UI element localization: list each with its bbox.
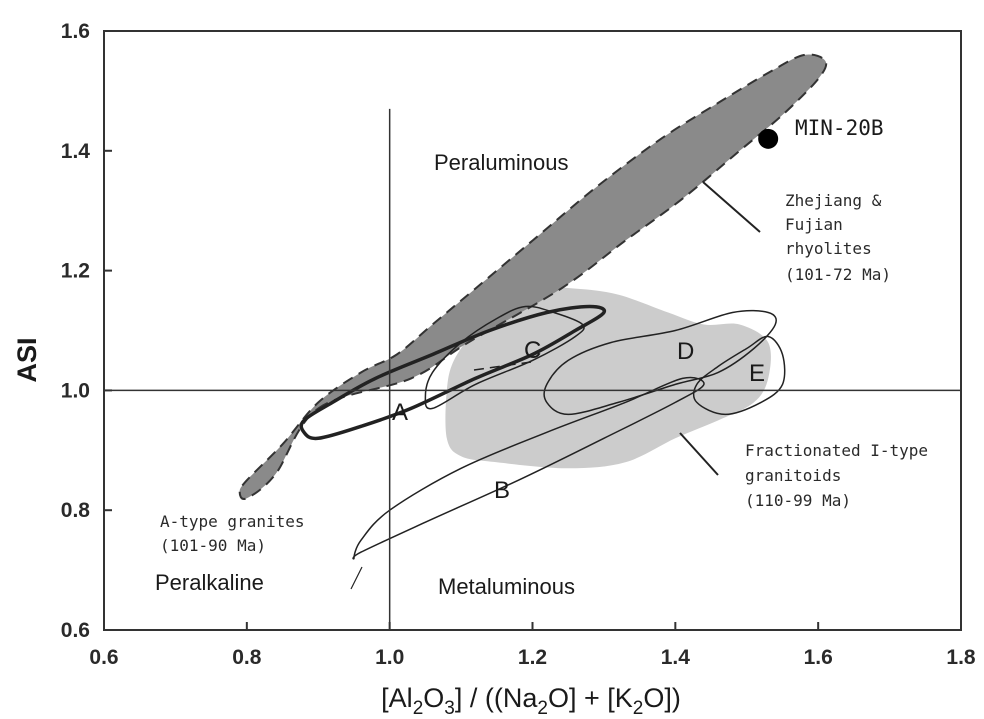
x-tick-label: 1.4: [661, 646, 691, 669]
a-type-note-line-2: (101-90 Ma): [160, 536, 266, 555]
field-c-label: C: [524, 337, 541, 364]
x-tick-label: 1.8: [946, 646, 976, 669]
y-tick-label: 1.4: [61, 140, 91, 163]
y-tick-label: 0.8: [61, 499, 91, 522]
granitoid-note-line-1: Fractionated I-type: [745, 441, 928, 460]
field-b-label: B: [494, 477, 510, 504]
sample-point-min-20b: [758, 128, 779, 149]
x-title-part: O] + [K: [548, 683, 633, 713]
y-tick-label: 1.6: [61, 20, 90, 43]
x-tick-label: 0.8: [232, 646, 262, 669]
y-axis-title: ASI: [12, 337, 42, 382]
rhyolite-note-line-2: Fujian: [785, 215, 843, 234]
x-tick-label: 1.6: [804, 646, 833, 669]
field-d-outline: [543, 309, 777, 416]
x-title-part: ] / ((Na: [455, 683, 538, 713]
shaded-field-granitoids: [445, 287, 771, 469]
min-20b-label: MIN-20B: [795, 116, 884, 140]
x-title-subscript: 2: [413, 698, 424, 719]
field-e-label: E: [749, 360, 765, 387]
field-a-label: A: [392, 399, 408, 426]
x-tick-label: 0.6: [89, 646, 118, 669]
x-title-subscript: 2: [537, 698, 548, 719]
field-c-dash: [473, 361, 532, 371]
peralkaline-label: Peralkaline: [155, 570, 264, 595]
y-tick-label: 1.2: [61, 260, 90, 283]
y-tick-label: 1.0: [61, 379, 90, 402]
x-tick-label: 1.2: [518, 646, 547, 669]
granitoid-note-line-3: (110-99 Ma): [745, 491, 851, 510]
field-d-label: D: [677, 338, 694, 365]
rhyolite-note-line-3: rhyolites: [785, 239, 872, 258]
metaluminous-label: Metaluminous: [438, 574, 575, 599]
rhyolite-note-line-1: Zhejiang &: [785, 191, 882, 210]
x-title-part: O]): [643, 683, 681, 713]
field-e-outline: [692, 335, 786, 416]
x-tick-label: 1.0: [375, 646, 404, 669]
sample-points: [758, 128, 779, 149]
axis-ticks: 0.6 0.8 1.0 1.2 1.4 1.6 1.8 0.6 0.8 1.0 1.2 1.4 1.6: [61, 20, 976, 669]
x-title-subscript: 2: [633, 698, 644, 719]
y-tick-label: 0.6: [61, 619, 90, 642]
x-axis-title: [Al2O3] / ((Na2O] + [K2O]): [381, 683, 681, 719]
granitoid-note-line-2: granitoids: [745, 466, 841, 485]
a-type-leader-line: [350, 566, 363, 590]
peraluminous-label: Peraluminous: [434, 150, 569, 175]
x-title-subscript: 3: [444, 698, 455, 719]
granitoid-leader-line: [679, 432, 719, 476]
x-title-part: [Al: [381, 683, 413, 713]
field-b-outline: [352, 376, 705, 560]
rhyolite-note-line-4: (101-72 Ma): [785, 265, 891, 284]
shaded-field-rhyolites: [238, 53, 828, 500]
rhyolite-leader-line: [702, 181, 761, 233]
x-title-part: O: [423, 683, 444, 713]
shaded-fields: [238, 53, 828, 500]
field-a-outline: [299, 304, 607, 441]
a-type-note-line-1: A-type granites: [160, 512, 305, 531]
